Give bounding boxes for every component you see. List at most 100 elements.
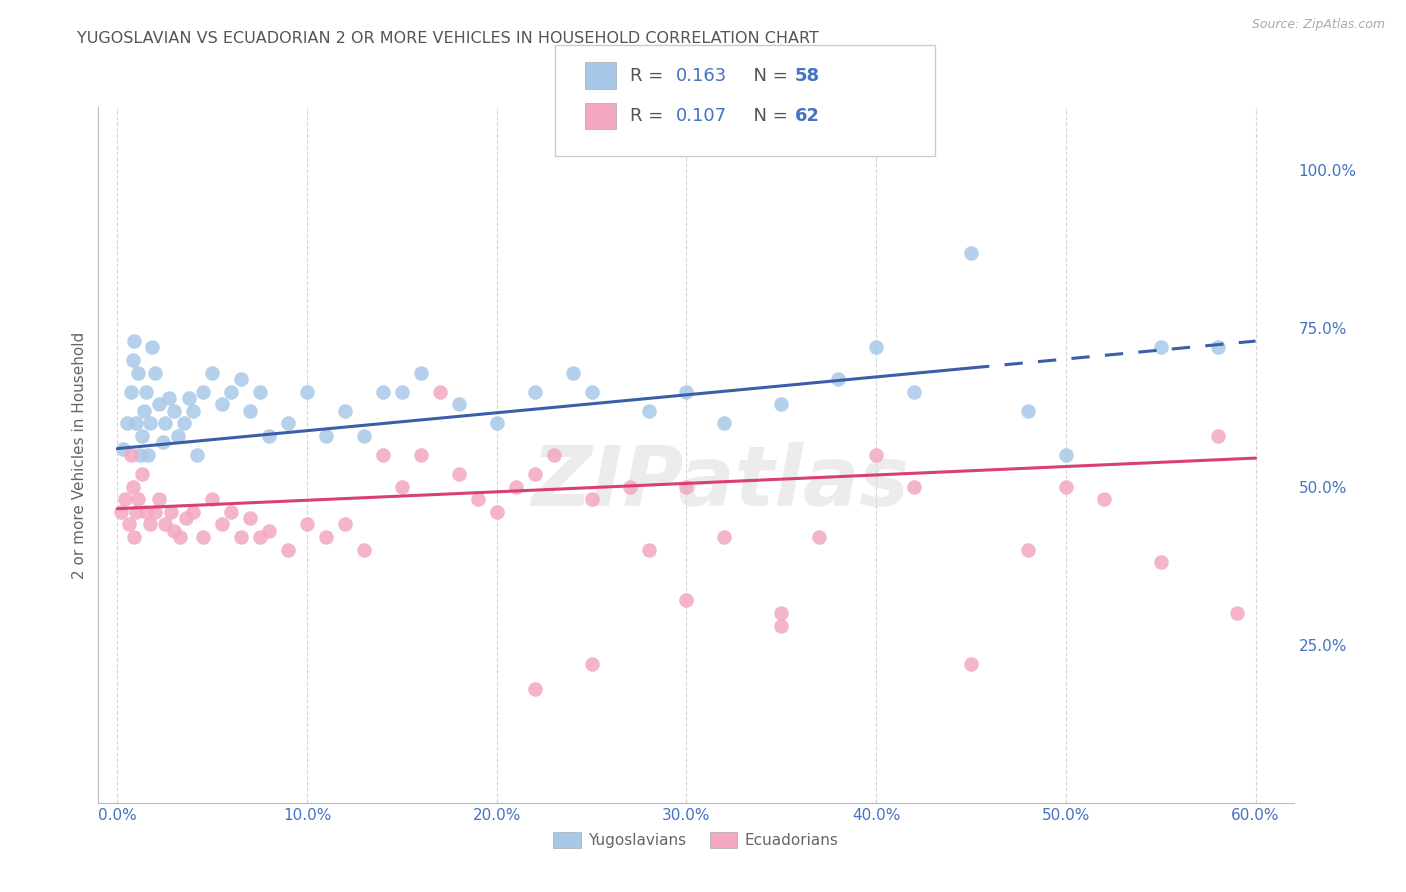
Point	[903, 384, 925, 399]
Point	[277, 542, 299, 557]
Point	[152, 435, 174, 450]
Point	[1150, 340, 1173, 354]
Point	[827, 372, 849, 386]
Text: N =: N =	[742, 107, 794, 125]
Point	[125, 505, 148, 519]
Point	[391, 384, 413, 399]
Point	[124, 530, 146, 544]
Point	[543, 448, 565, 462]
Point	[1226, 606, 1249, 620]
Point	[136, 448, 159, 462]
Point	[1206, 340, 1229, 354]
Point	[960, 657, 983, 671]
Point	[249, 530, 271, 544]
Point	[485, 417, 508, 431]
Point	[167, 429, 190, 443]
Point	[333, 517, 356, 532]
Point	[127, 366, 149, 380]
Point	[295, 384, 318, 399]
Point	[157, 391, 180, 405]
Text: N =: N =	[742, 67, 794, 85]
Point	[1054, 448, 1077, 462]
Point	[315, 429, 337, 443]
Point	[249, 384, 271, 399]
Point	[181, 505, 204, 519]
Point	[219, 505, 242, 519]
Text: 0.107: 0.107	[676, 107, 727, 125]
Point	[173, 417, 195, 431]
Point	[675, 593, 697, 607]
Point	[713, 530, 735, 544]
Point	[239, 511, 262, 525]
Point	[315, 530, 337, 544]
Point	[131, 429, 153, 443]
Point	[1017, 542, 1039, 557]
Point	[124, 334, 146, 348]
Text: 58: 58	[794, 67, 820, 85]
Point	[467, 492, 489, 507]
Point	[675, 384, 697, 399]
Point	[114, 492, 136, 507]
Point	[186, 448, 208, 462]
Point	[333, 403, 356, 417]
Point	[1206, 429, 1229, 443]
Point	[637, 542, 659, 557]
Point	[163, 403, 186, 417]
Point	[353, 429, 375, 443]
Text: R =: R =	[630, 107, 669, 125]
Point	[581, 657, 603, 671]
Point	[169, 530, 191, 544]
Point	[131, 467, 153, 481]
Point	[229, 530, 252, 544]
Text: 0.163: 0.163	[676, 67, 727, 85]
Point	[135, 505, 157, 519]
Point	[132, 403, 155, 417]
Point	[485, 505, 508, 519]
Point	[121, 479, 143, 493]
Point	[138, 517, 160, 532]
Point	[148, 492, 170, 507]
Point	[163, 524, 186, 538]
Point	[523, 384, 546, 399]
Point	[713, 417, 735, 431]
Point	[865, 340, 887, 354]
Point	[561, 366, 583, 380]
Point	[118, 517, 141, 532]
Point	[770, 397, 793, 411]
Point	[391, 479, 413, 493]
Point	[229, 372, 252, 386]
Point	[581, 384, 603, 399]
Point	[239, 403, 262, 417]
Point	[865, 448, 887, 462]
Point	[110, 505, 132, 519]
Point	[295, 517, 318, 532]
Point	[770, 606, 793, 620]
Point	[141, 340, 163, 354]
Point	[201, 492, 224, 507]
Point	[1017, 403, 1039, 417]
Point	[523, 681, 546, 696]
Point	[277, 417, 299, 431]
Point	[505, 479, 527, 493]
Point	[201, 366, 224, 380]
Point	[138, 417, 160, 431]
Point	[153, 517, 176, 532]
Point	[675, 479, 697, 493]
Point	[121, 353, 143, 368]
Text: ZIPatlas: ZIPatlas	[531, 442, 908, 524]
Point	[143, 505, 166, 519]
Point	[174, 511, 197, 525]
Point	[143, 366, 166, 380]
Point	[409, 448, 432, 462]
Point	[371, 384, 394, 399]
Y-axis label: 2 or more Vehicles in Household: 2 or more Vehicles in Household	[72, 331, 87, 579]
Point	[447, 467, 470, 481]
Text: 62: 62	[794, 107, 820, 125]
Point	[120, 448, 142, 462]
Point	[581, 492, 603, 507]
Point	[523, 467, 546, 481]
Point	[1054, 479, 1077, 493]
Point	[409, 366, 432, 380]
Point	[115, 417, 138, 431]
Point	[371, 448, 394, 462]
